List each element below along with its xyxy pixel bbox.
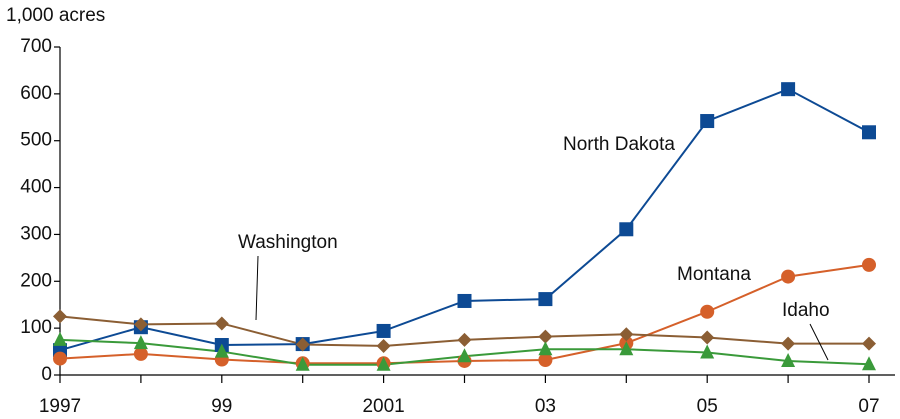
series-label: Idaho bbox=[782, 300, 830, 321]
marker bbox=[53, 309, 67, 324]
marker bbox=[295, 337, 310, 352]
marker bbox=[619, 327, 634, 342]
y-tick-label: 300 bbox=[20, 223, 52, 244]
y-tick-label: 700 bbox=[20, 36, 52, 57]
marker bbox=[538, 341, 553, 356]
y-tick-label: 0 bbox=[41, 364, 52, 385]
marker bbox=[457, 293, 472, 308]
series-label: Montana bbox=[677, 264, 751, 285]
marker bbox=[781, 82, 796, 97]
marker bbox=[214, 316, 229, 331]
y-tick-label: 600 bbox=[20, 83, 52, 104]
marker bbox=[700, 344, 715, 359]
marker bbox=[700, 114, 715, 129]
y-axis-unit: 1,000 acres bbox=[6, 5, 105, 26]
marker bbox=[295, 356, 310, 371]
marker bbox=[862, 257, 876, 272]
y-tick-label: 500 bbox=[20, 130, 52, 151]
marker bbox=[538, 329, 553, 344]
marker bbox=[538, 292, 553, 307]
marker bbox=[457, 332, 472, 347]
y-tick-label: 100 bbox=[20, 317, 52, 338]
y-tick-label: 200 bbox=[20, 270, 52, 291]
x-tick-label: 2001 bbox=[362, 396, 404, 417]
label-leader bbox=[809, 323, 829, 361]
x-tick-label: 05 bbox=[697, 396, 718, 417]
marker bbox=[53, 331, 67, 346]
marker bbox=[214, 343, 229, 358]
marker bbox=[781, 336, 796, 351]
y-tick-label: 400 bbox=[20, 177, 52, 198]
marker bbox=[700, 304, 715, 319]
marker bbox=[862, 125, 876, 140]
marker bbox=[376, 338, 391, 353]
series-label: North Dakota bbox=[563, 134, 675, 155]
marker bbox=[538, 353, 553, 368]
marker bbox=[619, 222, 634, 237]
marker bbox=[781, 269, 796, 284]
series-line bbox=[59, 88, 870, 352]
marker bbox=[376, 323, 391, 338]
x-tick-label: 03 bbox=[535, 396, 556, 417]
x-tick-label: 99 bbox=[211, 396, 232, 417]
marker bbox=[619, 341, 634, 356]
marker bbox=[53, 351, 67, 366]
marker bbox=[700, 330, 715, 345]
marker bbox=[457, 348, 472, 363]
label-leader bbox=[255, 255, 259, 321]
marker bbox=[133, 346, 148, 361]
marker bbox=[133, 317, 148, 332]
x-tick-label: 07 bbox=[858, 396, 879, 417]
marker bbox=[133, 335, 148, 350]
marker bbox=[781, 352, 796, 367]
x-tick-label: 1997 bbox=[39, 396, 81, 417]
marker bbox=[862, 356, 876, 371]
marker bbox=[862, 336, 876, 351]
marker bbox=[376, 356, 391, 371]
series-label: Washington bbox=[238, 232, 338, 253]
